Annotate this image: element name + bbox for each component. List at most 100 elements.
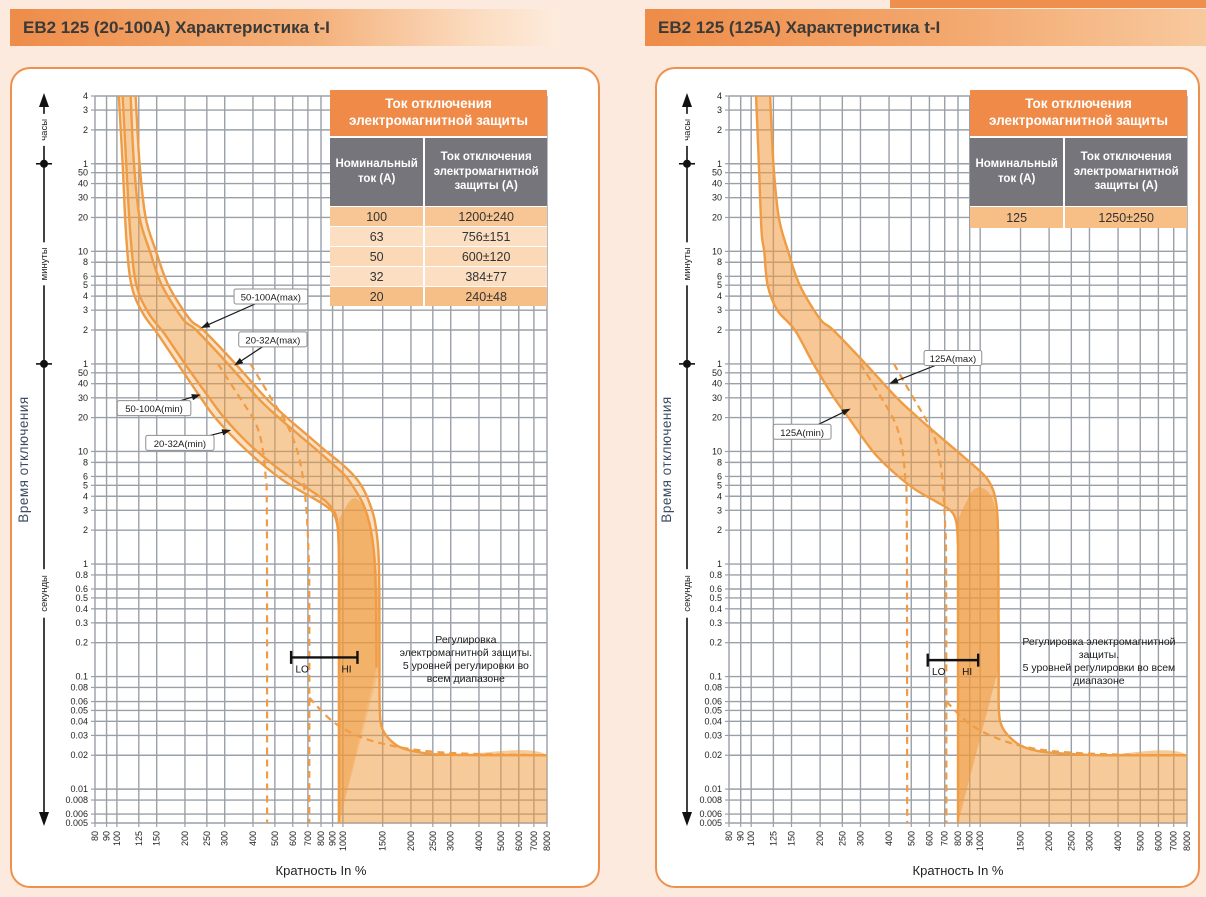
table-cell: 125 [1006, 210, 1028, 225]
svg-text:300: 300 [220, 831, 230, 846]
svg-text:7000: 7000 [1169, 831, 1179, 851]
svg-text:5 уровней регулировки во всем: 5 уровней регулировки во всем [1023, 662, 1176, 674]
table-cell: 1200±240 [423, 207, 547, 226]
svg-text:0.4: 0.4 [709, 604, 722, 614]
svg-text:30: 30 [78, 393, 88, 403]
table-cell: 240±48 [423, 287, 547, 306]
curve-annotations: 50-100A(max) 20-32A(max) 50-100A(min) 20-32… [116, 288, 309, 451]
svg-text:0.01: 0.01 [70, 784, 88, 794]
svg-text:0.04: 0.04 [70, 716, 88, 726]
svg-text:40: 40 [78, 179, 88, 189]
lo-hi-range: LO HI [926, 653, 980, 678]
svg-text:часы: часы [682, 119, 693, 141]
svg-text:всем диапазоне: всем диапазоне [427, 673, 505, 685]
svg-text:6: 6 [717, 271, 722, 281]
svg-text:0.04: 0.04 [704, 716, 722, 726]
svg-text:2: 2 [717, 325, 722, 335]
svg-text:125: 125 [134, 831, 144, 846]
svg-text:500: 500 [270, 831, 280, 846]
y-axis-title: Время отключения [659, 396, 674, 522]
svg-text:3: 3 [83, 505, 88, 515]
svg-text:4: 4 [83, 291, 88, 301]
chart1-trip-table: Ток отключения электромагнитной защиты Но… [330, 90, 547, 306]
svg-text:2: 2 [717, 525, 722, 535]
svg-text:минуты: минуты [39, 247, 50, 280]
trip-bands [117, 96, 547, 823]
svg-text:50-100A(max): 50-100A(max) [241, 292, 301, 303]
chart1-panel: 80 90 100 125 150 200 250 300 400 500 600 700 800 900… [10, 67, 600, 888]
svg-text:2500: 2500 [428, 831, 438, 851]
svg-text:0.03: 0.03 [70, 730, 88, 740]
svg-text:часы: часы [39, 119, 50, 141]
svg-text:2: 2 [83, 525, 88, 535]
svg-text:4: 4 [83, 491, 88, 501]
svg-text:40: 40 [78, 379, 88, 389]
svg-text:600: 600 [288, 831, 298, 846]
table-cell: 1250±250 [1063, 207, 1187, 228]
chart2-title: EB2 125 (125A) Характеристика t-I [645, 9, 1206, 46]
svg-text:900: 900 [965, 831, 975, 846]
grid: 80 90 100 125 150 200 250 300 400 500 600 700 800 900… [65, 91, 552, 851]
svg-text:2: 2 [83, 325, 88, 335]
svg-text:5: 5 [83, 480, 88, 490]
svg-text:0.005: 0.005 [699, 818, 722, 828]
svg-text:5: 5 [717, 480, 722, 490]
svg-text:5 уровней регулировки во: 5 уровней регулировки во [403, 660, 529, 672]
svg-text:125A(max): 125A(max) [930, 354, 976, 365]
svg-text:LO: LO [295, 664, 309, 675]
svg-text:0.006: 0.006 [699, 809, 722, 819]
table-row: 32 384±77 [330, 266, 547, 286]
svg-text:0.05: 0.05 [70, 705, 88, 715]
table-row: 100 1200±240 [330, 206, 547, 226]
x-axis-title: Кратность In % [276, 863, 367, 878]
svg-text:0.01: 0.01 [704, 784, 722, 794]
svg-text:3: 3 [717, 505, 722, 515]
svg-text:минуты: минуты [682, 247, 693, 280]
table-title: Ток отключения электромагнитной защиты [970, 90, 1187, 136]
x-axis-title: Кратность In % [913, 863, 1004, 878]
svg-text:700: 700 [940, 831, 950, 846]
svg-text:HI: HI [341, 664, 351, 675]
svg-text:40: 40 [712, 179, 722, 189]
table-cell: 600±120 [423, 247, 547, 266]
chart2-trip-table: Ток отключения электромагнитной защиты Но… [970, 90, 1187, 228]
svg-text:125A(min): 125A(min) [780, 428, 824, 439]
svg-text:4: 4 [717, 291, 722, 301]
svg-text:0.2: 0.2 [709, 638, 722, 648]
svg-text:10: 10 [712, 446, 722, 456]
svg-text:20: 20 [712, 212, 722, 222]
svg-text:4: 4 [83, 91, 88, 101]
svg-text:1000: 1000 [975, 831, 985, 851]
svg-text:LO: LO [932, 667, 946, 678]
svg-text:1000: 1000 [338, 831, 348, 851]
svg-text:0.03: 0.03 [704, 730, 722, 740]
table-row: 50 600±120 [330, 246, 547, 266]
svg-text:5000: 5000 [496, 831, 506, 851]
svg-text:30: 30 [712, 393, 722, 403]
svg-text:6: 6 [717, 471, 722, 481]
svg-text:6000: 6000 [1153, 831, 1163, 851]
trip-bands [754, 96, 1187, 823]
svg-text:500: 500 [906, 831, 916, 846]
svg-text:1: 1 [717, 359, 722, 369]
svg-text:0.006: 0.006 [65, 809, 88, 819]
svg-text:30: 30 [78, 193, 88, 203]
svg-text:800: 800 [953, 831, 963, 846]
svg-text:20: 20 [78, 413, 88, 423]
svg-text:5000: 5000 [1135, 831, 1145, 851]
svg-text:6000: 6000 [514, 831, 524, 851]
table-cell: 20 [369, 289, 384, 304]
page-top-strip [890, 0, 1206, 8]
svg-text:20-32A(min): 20-32A(min) [154, 439, 206, 450]
svg-text:3: 3 [717, 105, 722, 115]
lo-setting-dashed-curves [217, 363, 547, 823]
y-axis-title: Время отключения [16, 396, 31, 522]
svg-text:8: 8 [717, 457, 722, 467]
svg-text:10: 10 [78, 446, 88, 456]
svg-text:5: 5 [717, 280, 722, 290]
svg-text:0.06: 0.06 [70, 697, 88, 707]
svg-text:125: 125 [768, 831, 778, 846]
svg-text:0.3: 0.3 [75, 618, 88, 628]
chart2-panel: 80 90 100 125 150 200 250 300 400 500 600 700 800 900… [655, 67, 1200, 888]
